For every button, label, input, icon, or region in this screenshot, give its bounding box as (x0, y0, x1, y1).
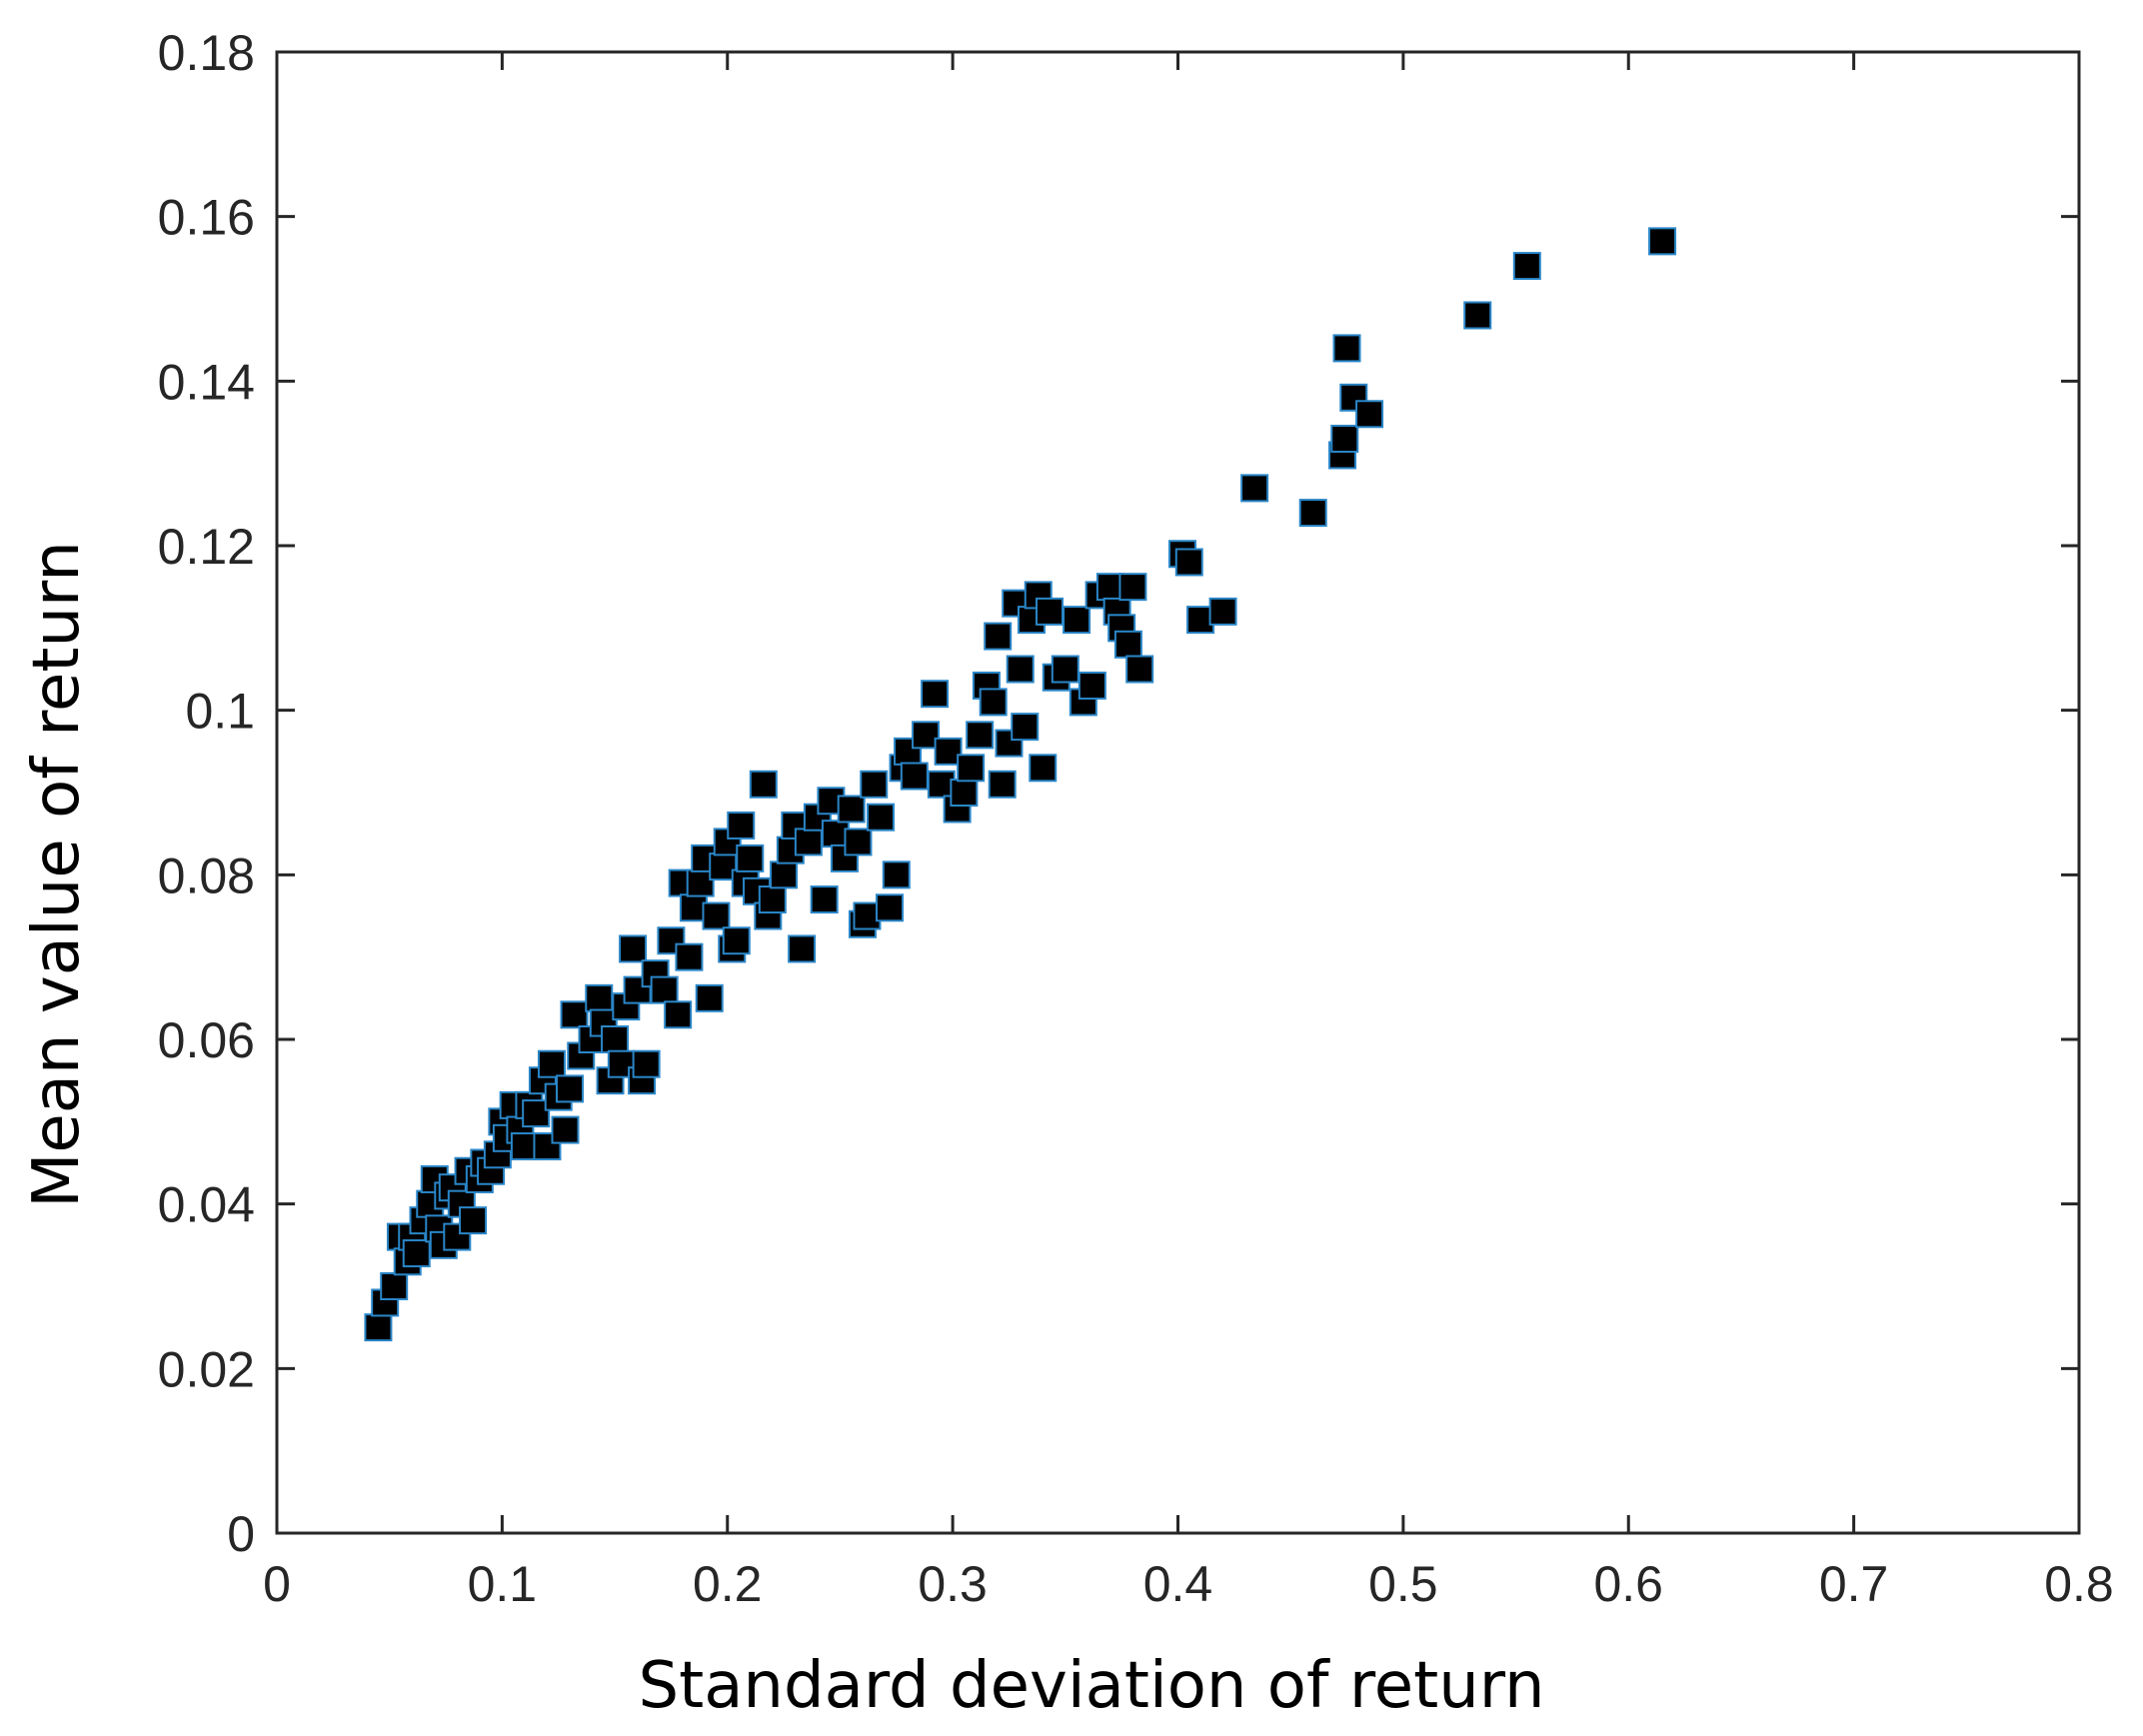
scatter-point (1512, 252, 1541, 281)
scatter-point (867, 803, 896, 832)
scatter-point (844, 828, 873, 857)
scatter-point (770, 861, 799, 889)
x-tick-label: 0.1 (468, 1556, 538, 1612)
scatter-point (1463, 301, 1492, 330)
x-tick-label: 0.8 (2044, 1556, 2114, 1612)
scatter-point (555, 1074, 584, 1103)
scatter-point (364, 1313, 393, 1342)
scatter-point (1051, 655, 1079, 684)
y-tick-label: 0.08 (158, 848, 255, 903)
scatter-point (727, 811, 756, 840)
y-tick-label: 0.1 (185, 684, 255, 740)
scatter-point (1011, 713, 1040, 742)
scatter-point (837, 795, 866, 824)
scatter-point (1006, 655, 1035, 684)
x-axis-ticks: 0 0.1 0.2 0.3 0.4 0.5 0.6 0.7 0.8 (263, 52, 2114, 1612)
scatter-point (984, 622, 1013, 651)
scatter-point (402, 1239, 431, 1268)
scatter-point (1208, 597, 1237, 626)
y-tick-label: 0.12 (158, 519, 255, 575)
y-tick-label: 0.04 (158, 1177, 255, 1233)
scatter-point (1332, 334, 1361, 363)
y-axis-title: Mean value of return (20, 541, 94, 1208)
scatter-point (860, 770, 889, 799)
x-tick-label: 0.7 (1819, 1556, 1889, 1612)
scatter-point (560, 1000, 589, 1029)
scatter-point (1174, 548, 1203, 577)
scatter-point (459, 1206, 488, 1235)
scatter-point (876, 893, 905, 922)
y-tick-label: 0.14 (158, 354, 255, 410)
y-axis-ticks: 0 0.02 0.04 0.06 0.08 0.1 0.12 0.14 0.16 0.18 (158, 25, 2079, 1562)
y-tick-label: 0.06 (158, 1012, 255, 1068)
scatter-point (1648, 227, 1677, 256)
scatter-point (1240, 474, 1269, 503)
scatter-point (1118, 573, 1147, 602)
scatter-point (921, 680, 950, 709)
scatter-point (632, 1049, 661, 1078)
scatter-point (900, 762, 929, 791)
y-tick-label: 0.02 (158, 1341, 255, 1397)
scatter-point (695, 983, 724, 1012)
x-tick-label: 0.6 (1593, 1556, 1663, 1612)
x-tick-label: 0.4 (1143, 1556, 1213, 1612)
scatter-point (619, 934, 648, 963)
plot-area-box (275, 50, 2081, 1535)
scatter-point (1113, 630, 1142, 659)
scatter-point (988, 770, 1017, 799)
scatter-point (794, 828, 823, 857)
scatter-point (979, 688, 1008, 717)
scatter-point (675, 942, 704, 971)
y-tick-label: 0 (227, 1506, 255, 1562)
y-tick-label: 0.16 (158, 190, 255, 246)
scatter-point (1063, 606, 1091, 635)
scatter-point (585, 983, 614, 1012)
scatter-point (950, 779, 979, 807)
scatter-point (1125, 655, 1154, 684)
x-tick-label: 0 (263, 1556, 291, 1612)
data-points (364, 227, 1677, 1342)
scatter-point (1036, 597, 1065, 626)
scatter-point (664, 1000, 693, 1029)
scatter-point (380, 1272, 409, 1300)
y-tick-label: 0.18 (158, 25, 255, 81)
x-axis-title: Standard deviation of return (638, 1649, 1544, 1723)
scatter-point (537, 1049, 566, 1078)
scatter-point (1298, 499, 1327, 528)
scatter-point (702, 901, 731, 930)
scatter-point (443, 1222, 472, 1251)
scatter-point (1330, 424, 1359, 453)
scatter-point (810, 885, 839, 914)
scatter-point (551, 1115, 580, 1144)
scatter-point (788, 934, 817, 963)
scatter-point (601, 1025, 630, 1053)
scatter-point (966, 721, 995, 750)
scatter-point (736, 844, 765, 872)
x-tick-label: 0.2 (693, 1556, 763, 1612)
x-tick-label: 0.3 (918, 1556, 988, 1612)
scatter-point (749, 770, 778, 799)
scatter-point (1077, 671, 1106, 700)
scatter-point (709, 853, 738, 881)
scatter-point (1355, 400, 1384, 429)
scatter-point (722, 926, 751, 955)
scatter-point (882, 861, 911, 889)
x-tick-label: 0.5 (1368, 1556, 1438, 1612)
scatter-point (1029, 754, 1058, 783)
scatter-point (522, 1099, 551, 1128)
scatter-point (758, 885, 787, 914)
scatter-point (957, 754, 986, 783)
scatter-point (650, 975, 679, 1004)
